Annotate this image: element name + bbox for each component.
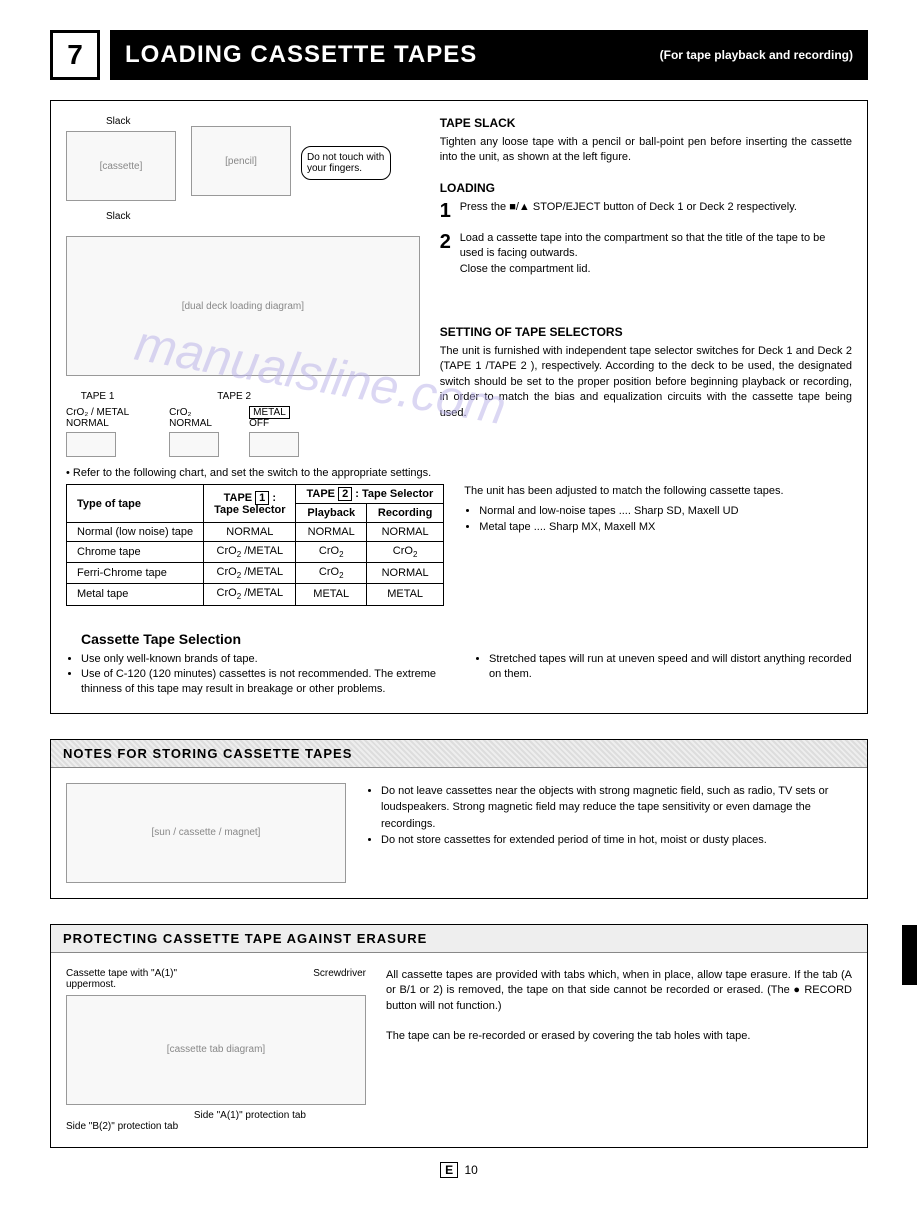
col-tape1: TAPE 1 :Tape Selector <box>204 485 296 523</box>
finger-warning-bubble: Do not touch with your fingers. <box>301 146 391 180</box>
cell: NORMAL <box>204 523 296 542</box>
tape-slack-heading: TAPE SLACK <box>440 116 852 130</box>
cell: Normal (low noise) tape <box>67 523 204 542</box>
page-header: 7 LOADING CASSETTE TAPES (For tape playb… <box>50 30 868 80</box>
protecting-text1: All cassette tapes are provided with tab… <box>386 968 852 1014</box>
col-recording: Recording <box>366 504 443 523</box>
storing-section: NOTES FOR STORING CASSETTE TAPES [sun / … <box>50 739 868 899</box>
title-text: LOADING CASSETTE TAPES <box>125 41 477 69</box>
page-footer: E 10 <box>50 1163 868 1177</box>
step2-number: 2 <box>440 231 460 277</box>
cell: CrO2 /METAL <box>204 542 296 563</box>
title-subtitle: (For tape playback and recording) <box>660 48 853 62</box>
main-content-box: manualsline.com Slack [cassette] [pencil… <box>50 100 868 714</box>
table-row: Normal (low noise) tape NORMAL NORMAL NO… <box>67 523 444 542</box>
footer-e: E <box>440 1162 458 1178</box>
tape-selector-table: Type of tape TAPE 1 :Tape Selector TAPE … <box>66 484 444 606</box>
tape-slack-text: Tighten any loose tape with a pencil or … <box>440 135 852 166</box>
pencil-tighten-icon: [pencil] <box>191 126 291 196</box>
cell: NORMAL <box>366 563 443 584</box>
step2a-text: Load a cassette tape into the compartmen… <box>460 232 826 259</box>
col-type: Type of tape <box>67 485 204 523</box>
tape1-switch-diagram: TAPE 1 CrO₂ / METAL NORMAL <box>66 391 129 457</box>
erasure-tab-diagram: [cassette tab diagram] <box>66 995 366 1105</box>
cell: Metal tape <box>67 584 204 605</box>
selection-b1: Use only well-known brands of tape. <box>81 652 444 667</box>
cell: NORMAL <box>296 523 366 542</box>
storing-b1: Do not leave cassettes near the objects … <box>381 783 852 833</box>
storing-b2: Do not store cassettes for extended peri… <box>381 832 852 849</box>
deck-loading-diagram: [dual deck loading diagram] <box>66 236 420 376</box>
cro2-metal-label: CrO₂ / METAL <box>66 407 129 418</box>
sidea-label: Side "A(1)" protection tab <box>66 1110 306 1121</box>
storing-heading: NOTES FOR STORING CASSETTE TAPES <box>51 740 867 768</box>
sideb-label: Side "B(2)" protection tab <box>66 1121 366 1132</box>
protecting-heading: PROTECTING CASSETTE TAPE AGAINST ERASURE <box>51 925 867 953</box>
cell: CrO2 <box>296 563 366 584</box>
chart-note: • Refer to the following chart, and set … <box>66 467 852 479</box>
protecting-section: PROTECTING CASSETTE TAPE AGAINST ERASURE… <box>50 924 868 1148</box>
screwdriver-label: Screwdriver <box>313 968 366 990</box>
footer-page: 10 <box>465 1163 478 1177</box>
step2-text: Load a cassette tape into the compartmen… <box>460 231 852 277</box>
cell: CrO2 <box>296 542 366 563</box>
loading-heading: LOADING <box>440 181 852 195</box>
slack-label-bottom: Slack <box>106 211 130 222</box>
selection-b2: Use of C-120 (120 minutes) cassettes is … <box>81 667 444 698</box>
title-bar: LOADING CASSETTE TAPES (For tape playbac… <box>110 30 868 80</box>
selectors-heading: SETTING OF TAPE SELECTORS <box>440 325 852 339</box>
col-tape2: TAPE 2 : Tape Selector <box>296 485 444 504</box>
slack-label-top: Slack <box>106 116 130 127</box>
side-bullet-1: Normal and low-noise tapes .... Sharp SD… <box>479 504 852 519</box>
side-bullet-2: Metal tape .... Sharp MX, Maxell MX <box>479 520 852 535</box>
switch2a-icon <box>169 432 219 457</box>
tape2-label: TAPE 2 <box>217 391 251 402</box>
side-text: The unit has been adjusted to match the … <box>464 484 852 499</box>
step2b-text: Close the compartment lid. <box>460 263 591 275</box>
page-edge-tab <box>902 925 917 985</box>
cell: Chrome tape <box>67 542 204 563</box>
switch1-icon <box>66 432 116 457</box>
table-row: Ferri-Chrome tape CrO2 /METAL CrO2 NORMA… <box>67 563 444 584</box>
normal-label-1: NORMAL <box>66 418 109 429</box>
off-label: OFF <box>249 418 299 429</box>
step1-number: 1 <box>440 200 460 223</box>
cell: Ferri-Chrome tape <box>67 563 204 584</box>
cell: METAL <box>296 584 366 605</box>
protecting-text2: The tape can be re-recorded or erased by… <box>386 1029 852 1044</box>
cell: CrO2 <box>366 542 443 563</box>
cassette-slack-icon: [cassette] <box>66 131 176 201</box>
selectors-text: The unit is furnished with independent t… <box>440 344 852 421</box>
table-row: Metal tape CrO2 /METAL METAL METAL <box>67 584 444 605</box>
col-playback: Playback <box>296 504 366 523</box>
cell: CrO2 /METAL <box>204 584 296 605</box>
cro2-label: CrO₂ <box>169 407 219 418</box>
selection-heading: Cassette Tape Selection <box>81 631 852 647</box>
step1-text: Press the ■/▲ STOP/EJECT button of Deck … <box>460 200 852 223</box>
cell: NORMAL <box>366 523 443 542</box>
a1-label: Cassette tape with "A(1)" uppermost. <box>66 968 186 990</box>
section-number: 7 <box>50 30 100 80</box>
selection-b3: Stretched tapes will run at uneven speed… <box>489 652 852 683</box>
switch2b-icon <box>249 432 299 457</box>
cell: CrO2 /METAL <box>204 563 296 584</box>
sun-magnet-diagram: [sun / cassette / magnet] <box>66 783 346 883</box>
tape1-label: TAPE 1 <box>81 391 115 402</box>
adjusted-note: The unit has been adjusted to match the … <box>464 484 852 540</box>
tape2-switch-diagram: TAPE 2 CrO₂ NORMAL METAL OFF <box>169 391 299 457</box>
cell: METAL <box>366 584 443 605</box>
table-row: Chrome tape CrO2 /METAL CrO2 CrO2 <box>67 542 444 563</box>
normal-label-2: NORMAL <box>169 418 219 429</box>
